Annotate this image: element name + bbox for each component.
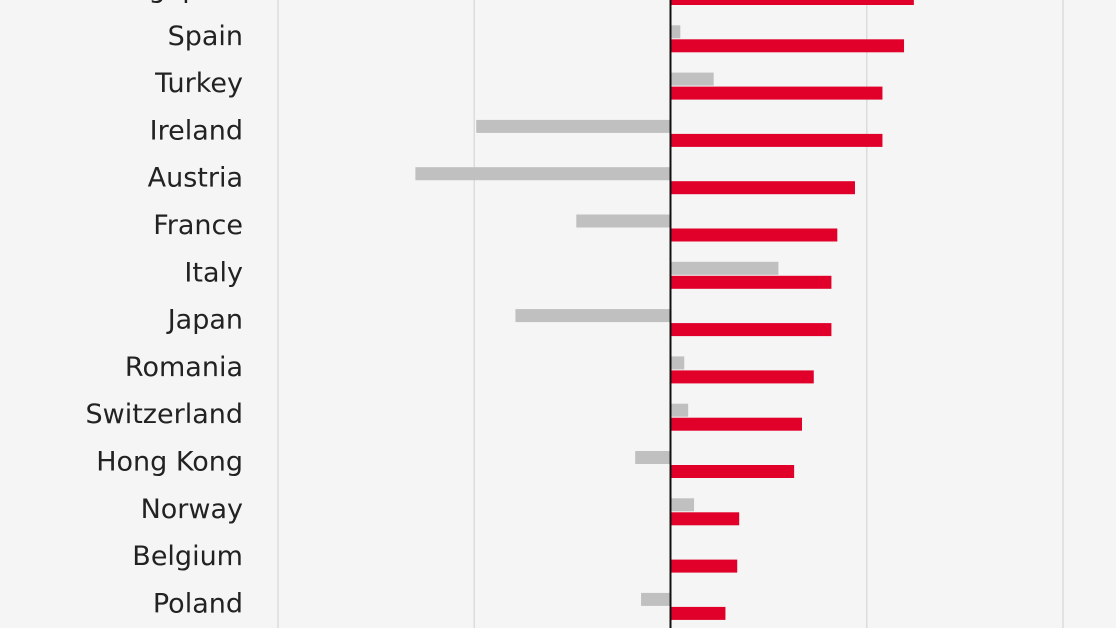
y-tick-label: France — [153, 210, 243, 241]
y-tick-label: Switzerland — [86, 399, 244, 430]
bar — [515, 309, 671, 323]
bar — [670, 606, 726, 620]
bar — [670, 275, 832, 289]
y-tick-label: Austria — [148, 163, 243, 194]
bar — [415, 167, 671, 181]
y-tick-label: Japan — [166, 305, 243, 336]
bar — [476, 119, 671, 133]
bar — [670, 356, 685, 370]
bar — [670, 512, 740, 526]
bar — [670, 417, 802, 431]
bar — [670, 228, 838, 242]
bar — [670, 181, 855, 195]
bar — [670, 39, 905, 53]
y-tick-label: Turkey — [154, 68, 243, 99]
bar — [670, 261, 779, 275]
y-tick-label: Belgium — [132, 541, 243, 572]
y-tick-label: Poland — [153, 588, 243, 619]
y-tick-label: Hong Kong — [96, 447, 243, 478]
bar — [670, 465, 795, 478]
y-tick-label: Norway — [141, 494, 243, 525]
y-tick-label: Romania — [125, 352, 243, 383]
bar — [670, 72, 714, 86]
y-tick-label: Italy — [184, 257, 243, 288]
bar — [670, 25, 681, 39]
bar — [670, 403, 689, 417]
bar — [670, 133, 883, 147]
bar — [576, 214, 671, 228]
y-tick-label: Ireland — [150, 115, 243, 146]
y-tick-label: Spain — [168, 21, 243, 52]
y-tick-label: Singapore — [107, 0, 243, 5]
bar — [670, 86, 883, 100]
bar — [641, 592, 671, 606]
bar — [670, 0, 914, 5]
bar — [670, 370, 814, 384]
bar — [670, 559, 738, 573]
bar — [635, 451, 671, 464]
bar — [670, 323, 832, 337]
bar — [670, 498, 695, 512]
